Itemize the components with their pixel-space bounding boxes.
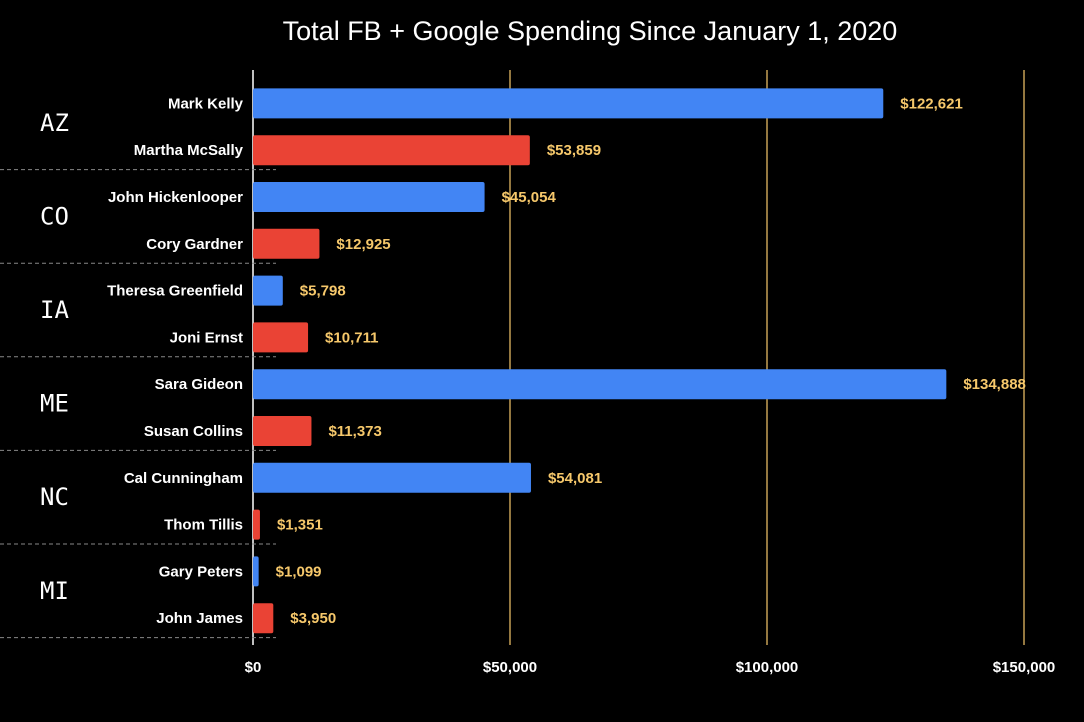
candidate-name: Cal Cunningham [124, 470, 243, 487]
chart-title: Total FB + Google Spending Since January… [283, 16, 898, 46]
x-tick-label: $0 [245, 659, 262, 676]
candidate-name: Sara Gideon [155, 376, 243, 393]
x-tick-label: $50,000 [483, 659, 537, 676]
candidate-name: Susan Collins [144, 423, 243, 440]
x-axis-ticks: $0 $50,000 $100,000 $150,000 [245, 659, 1056, 676]
value-label: $122,621 [900, 95, 963, 112]
candidate-labels: Mark Kelly $122,621 Martha McSally $53,859 J… [107, 95, 1026, 627]
value-label: $3,950 [290, 610, 336, 627]
bar [253, 322, 309, 353]
value-label: $54,081 [548, 470, 602, 487]
candidate-name: John James [156, 610, 243, 627]
value-label: $5,798 [300, 283, 346, 300]
candidate-name: Cory Gardner [146, 236, 243, 253]
value-label: $134,888 [963, 376, 1026, 393]
value-label: $12,925 [336, 236, 390, 253]
x-tick-label: $100,000 [736, 659, 799, 676]
state-label: IA [40, 296, 69, 324]
candidate-name: Martha McSally [134, 142, 244, 159]
x-tick-label: $150,000 [993, 659, 1056, 676]
candidate-name: Joni Ernst [170, 329, 243, 346]
value-label: $1,351 [277, 517, 323, 534]
state-label: NC [40, 483, 69, 511]
state-labels: AZ CO IA ME NC MI [0, 109, 276, 639]
candidate-name: Gary Peters [159, 563, 243, 580]
candidate-name: Mark Kelly [168, 95, 244, 112]
bar [253, 603, 274, 634]
value-label: $53,859 [547, 142, 601, 159]
state-label: AZ [40, 109, 69, 137]
candidate-name: Theresa Greenfield [107, 283, 243, 300]
bar [253, 182, 485, 212]
bar [253, 135, 530, 166]
candidate-name: Thom Tillis [164, 517, 243, 534]
bar [253, 369, 947, 400]
bar [253, 462, 531, 493]
bar [253, 88, 884, 119]
bar [253, 556, 259, 587]
state-label: ME [40, 390, 69, 418]
bar [253, 228, 320, 259]
bars [253, 88, 947, 634]
bar [253, 275, 283, 306]
value-label: $45,054 [502, 189, 557, 206]
value-label: $1,099 [276, 563, 322, 580]
value-label: $10,711 [325, 329, 378, 346]
value-label: $11,373 [328, 423, 381, 440]
bar [253, 509, 260, 540]
gridlines [252, 70, 1025, 645]
state-label: CO [40, 202, 69, 230]
candidate-name: John Hickenlooper [108, 189, 243, 206]
bar [253, 416, 312, 446]
state-label: MI [40, 577, 69, 605]
